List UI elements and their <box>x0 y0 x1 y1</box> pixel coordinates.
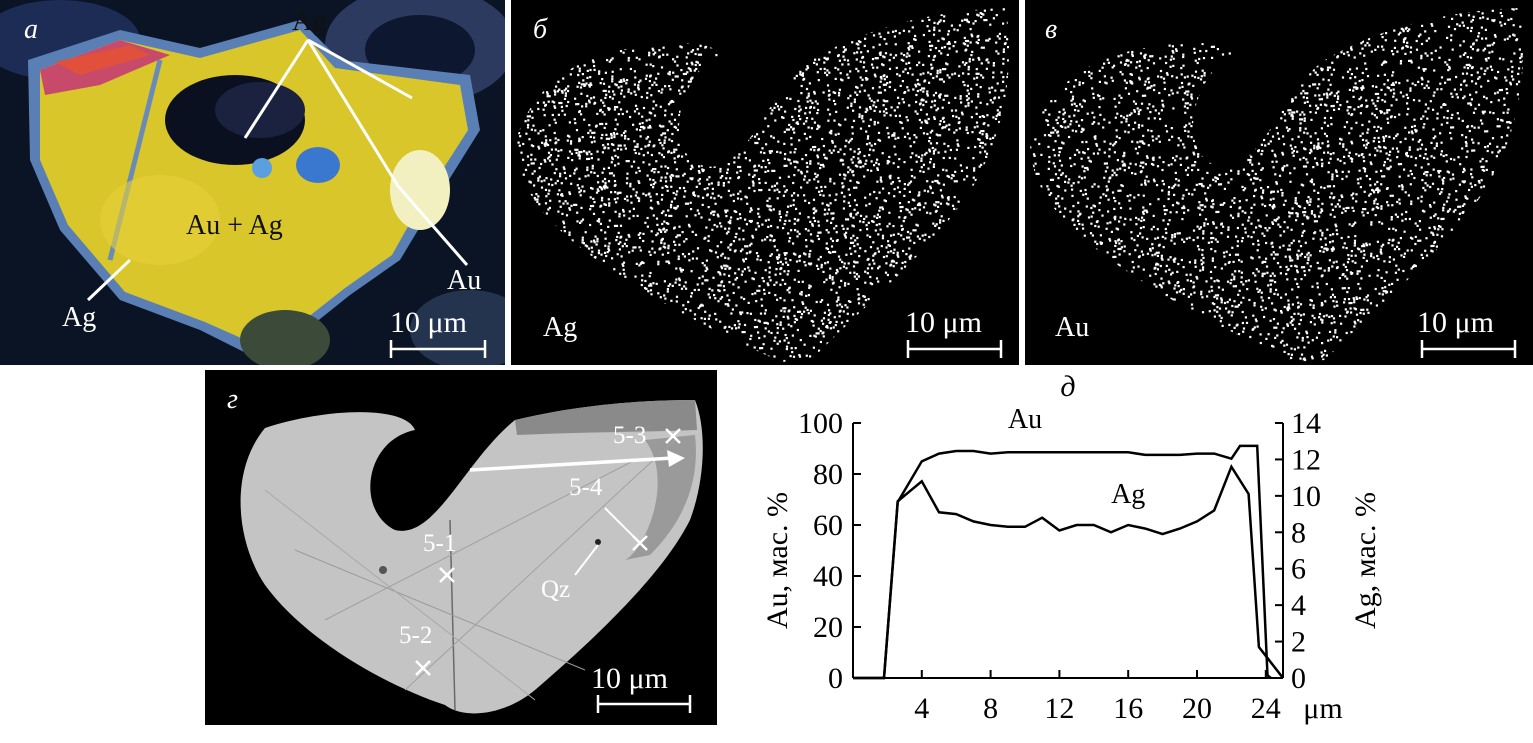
y-left-tick-label: 80 <box>813 458 843 491</box>
label-au: Au <box>447 265 481 297</box>
point-5-1-label: 5-1 <box>423 530 456 558</box>
y-left-tick-label: 100 <box>798 407 843 440</box>
y-left-tick-label: 20 <box>813 611 843 644</box>
panel-a-optical-image: a Ag Au + Ag Ag Au 10 μm <box>0 0 505 365</box>
panel-g-scale-bar-label: 10 μm <box>591 662 668 696</box>
label-au-ag: Au + Ag <box>186 210 283 242</box>
panel-v-au-map: в Au 10 μm <box>1025 0 1533 365</box>
y-right-axis-label: Ag, мас. % <box>1349 492 1382 629</box>
series-line-ag <box>853 467 1283 678</box>
y-left-tick-label: 60 <box>813 509 843 542</box>
y-right-tick-label: 0 <box>1291 662 1306 695</box>
x-tick-label: 12 <box>1044 692 1074 725</box>
x-tick-label: 4 <box>914 692 929 725</box>
y-right-tick-label: 4 <box>1291 589 1306 622</box>
y-right-tick-label: 2 <box>1291 626 1306 659</box>
x-axis-label: μm <box>1303 692 1342 725</box>
panel-b-scale-bar-label: 10 μm <box>905 306 982 340</box>
panel-g-bse-image: г 5-1 5-2 5-3 5-4 Qz 10 μm <box>205 370 717 725</box>
y-right-tick-label: 14 <box>1291 407 1321 440</box>
y-left-tick-label: 0 <box>828 662 843 695</box>
panel-a-scale-bar-label: 10 μm <box>390 306 467 340</box>
label-ag-left: Ag <box>62 302 96 334</box>
panel-v-scale-bar-label: 10 μm <box>1417 306 1494 340</box>
y-right-tick-label: 8 <box>1291 516 1306 549</box>
y-left-axis-label: Au, мас. % <box>761 492 794 629</box>
panel-d-letter: д <box>1060 370 1075 403</box>
point-5-2-label: 5-2 <box>399 622 432 650</box>
label-ag-top: Ag <box>292 6 326 38</box>
y-left-tick-label: 40 <box>813 560 843 593</box>
x-tick-label: 8 <box>983 692 998 725</box>
y-right-tick-label: 12 <box>1291 443 1321 476</box>
series-label-ag: Ag <box>1111 479 1145 510</box>
series-label-au: Au <box>1008 404 1042 435</box>
point-5-4-label: 5-4 <box>569 474 602 502</box>
x-tick-label: 16 <box>1113 692 1143 725</box>
qz-label: Qz <box>541 576 570 604</box>
point-5-3-label: 5-3 <box>613 422 646 450</box>
panel-g-letter: г <box>227 384 238 416</box>
y-right-tick-label: 6 <box>1291 553 1306 586</box>
panel-b-ag-map: б Ag 10 μm <box>511 0 1019 365</box>
y-right-tick-label: 10 <box>1291 480 1321 513</box>
x-tick-label: 20 <box>1182 692 1212 725</box>
x-tick-label: 24 <box>1251 692 1281 725</box>
series-line-au <box>853 446 1271 678</box>
